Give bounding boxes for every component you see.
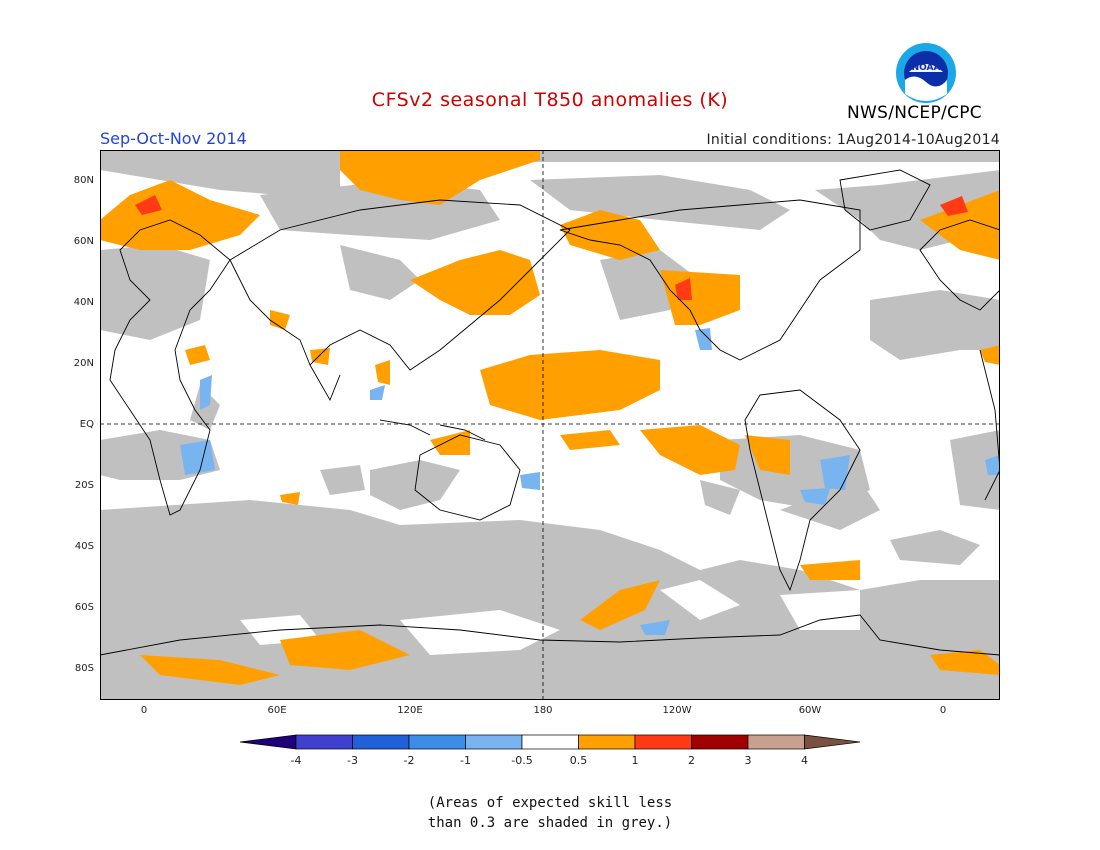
strong-warm-regions <box>135 195 968 300</box>
colorbar-swatch <box>747 734 805 750</box>
colorbar-swatch <box>465 734 523 750</box>
colorbar-swatch <box>691 734 749 750</box>
lat-label: 20N <box>73 358 94 369</box>
lat-label: 80S <box>74 663 94 674</box>
colorbar-swatch <box>521 734 579 750</box>
lon-label: 60E <box>267 705 287 716</box>
reference-lines <box>100 150 1000 700</box>
lat-label: 40N <box>73 297 94 308</box>
lon-label: 120E <box>397 705 423 716</box>
lon-label: 120W <box>662 705 692 716</box>
cool-anomaly-regions <box>180 328 1000 635</box>
colorbar-label: -2 <box>403 754 415 767</box>
lat-label: 60S <box>74 602 94 613</box>
anomaly-map <box>100 150 1000 700</box>
colorbar-swatch <box>634 734 692 750</box>
colorbar-label: 0.5 <box>569 754 588 767</box>
colorbar-swatch <box>578 734 636 750</box>
colorbar-label: -0.5 <box>511 754 533 767</box>
colorbar-label: 4 <box>801 754 808 767</box>
initial-conditions: Initial conditions: 1Aug2014-10Aug2014 <box>706 132 1000 148</box>
noaa-logo: NOAA <box>895 42 957 104</box>
colorbar-label: -1 <box>460 754 471 767</box>
colorbar-swatch <box>295 734 353 750</box>
skill-note: (Areas of expected skill less than 0.3 a… <box>0 793 1100 833</box>
agency-label: NWS/NCEP/CPC <box>847 103 982 123</box>
note-line-2: than 0.3 are shaded in grey.) <box>427 815 673 831</box>
note-line-1: (Areas of expected skill less <box>427 795 673 811</box>
colorbar-swatch <box>804 734 861 750</box>
colorbar-label: 1 <box>631 754 639 767</box>
colorbar-swatches <box>239 734 861 750</box>
logo-text: NOAA <box>912 63 941 73</box>
colorbar-swatch <box>352 734 410 750</box>
colorbar-swatch <box>408 734 466 750</box>
lon-label: 180 <box>533 705 553 716</box>
lat-label: 80N <box>73 175 94 186</box>
lon-label: 0 <box>939 705 947 716</box>
map-title: CFSv2 seasonal T850 anomalies (K) <box>371 89 729 111</box>
lon-label: 60W <box>798 705 822 716</box>
colorbar-label: 3 <box>744 754 752 767</box>
season-label: Sep-Oct-Nov 2014 <box>100 129 247 148</box>
colorbar-label: 2 <box>688 754 695 767</box>
color-legend: -4 -3 -2 -1 -0.5 0.5 1 2 3 4 <box>239 734 861 774</box>
lat-label: 60N <box>73 236 94 247</box>
lat-label: EQ <box>79 419 94 430</box>
lat-label: 40S <box>74 541 94 552</box>
warm-anomaly-regions <box>100 150 1000 685</box>
lat-label: 20S <box>74 480 94 491</box>
colorbar-label: -3 <box>347 754 358 767</box>
colorbar-swatch <box>239 734 297 750</box>
lon-label: 0 <box>140 705 148 716</box>
colorbar-label: -4 <box>290 754 302 767</box>
coastlines <box>100 169 1000 656</box>
